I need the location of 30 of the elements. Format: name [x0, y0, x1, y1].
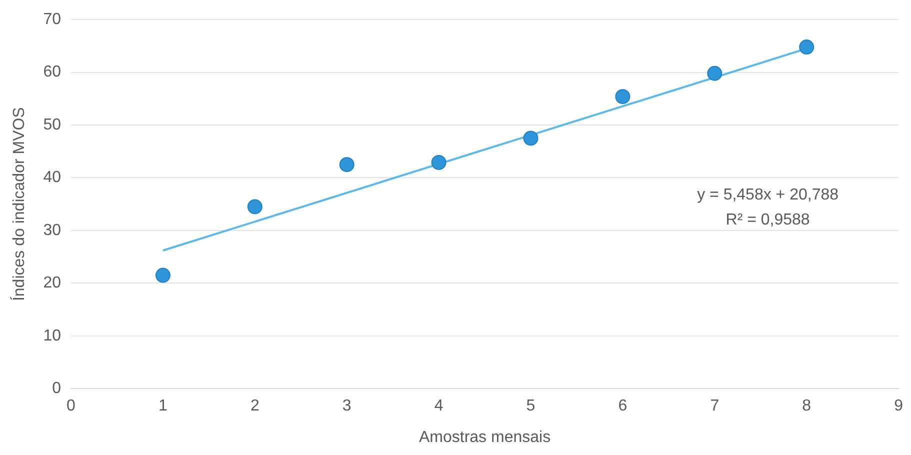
y-tick-label: 0	[52, 380, 62, 398]
x-tick-label: 6	[618, 398, 628, 415]
x-axis-title: Amostras mensais	[418, 428, 551, 446]
annotation: R² = 0,9588	[726, 212, 810, 229]
x-tick-label: 0	[66, 398, 76, 415]
annotation: y = 5,458x + 20,788	[697, 186, 839, 204]
x-tick-label: 9	[894, 398, 904, 415]
point	[339, 157, 354, 172]
x-tick-label: 5	[526, 398, 536, 415]
x-tick-label: 4	[434, 398, 444, 415]
x-tick-label: 3	[342, 398, 352, 415]
y-tick-label: 70	[43, 11, 62, 28]
x-tick-label: 2	[250, 398, 260, 415]
y-tick-label: 20	[43, 274, 62, 292]
x-tick-label: 1	[158, 398, 168, 415]
y-tick-label: 10	[43, 327, 62, 344]
y-tick-label: 50	[43, 116, 62, 134]
point	[523, 130, 538, 146]
point	[615, 89, 630, 104]
y-tick-label: 30	[43, 222, 62, 239]
point	[431, 154, 446, 170]
y-tick-label: 60	[43, 64, 62, 81]
point	[247, 199, 262, 214]
point	[799, 40, 814, 55]
y-tick-label: 40	[43, 169, 62, 186]
point	[707, 66, 722, 81]
x-tick-label: 8	[802, 398, 812, 415]
x-tick-label: 7	[710, 398, 720, 415]
y-axis-title: Índices do indicador MVOS	[10, 107, 28, 302]
point	[155, 268, 170, 283]
